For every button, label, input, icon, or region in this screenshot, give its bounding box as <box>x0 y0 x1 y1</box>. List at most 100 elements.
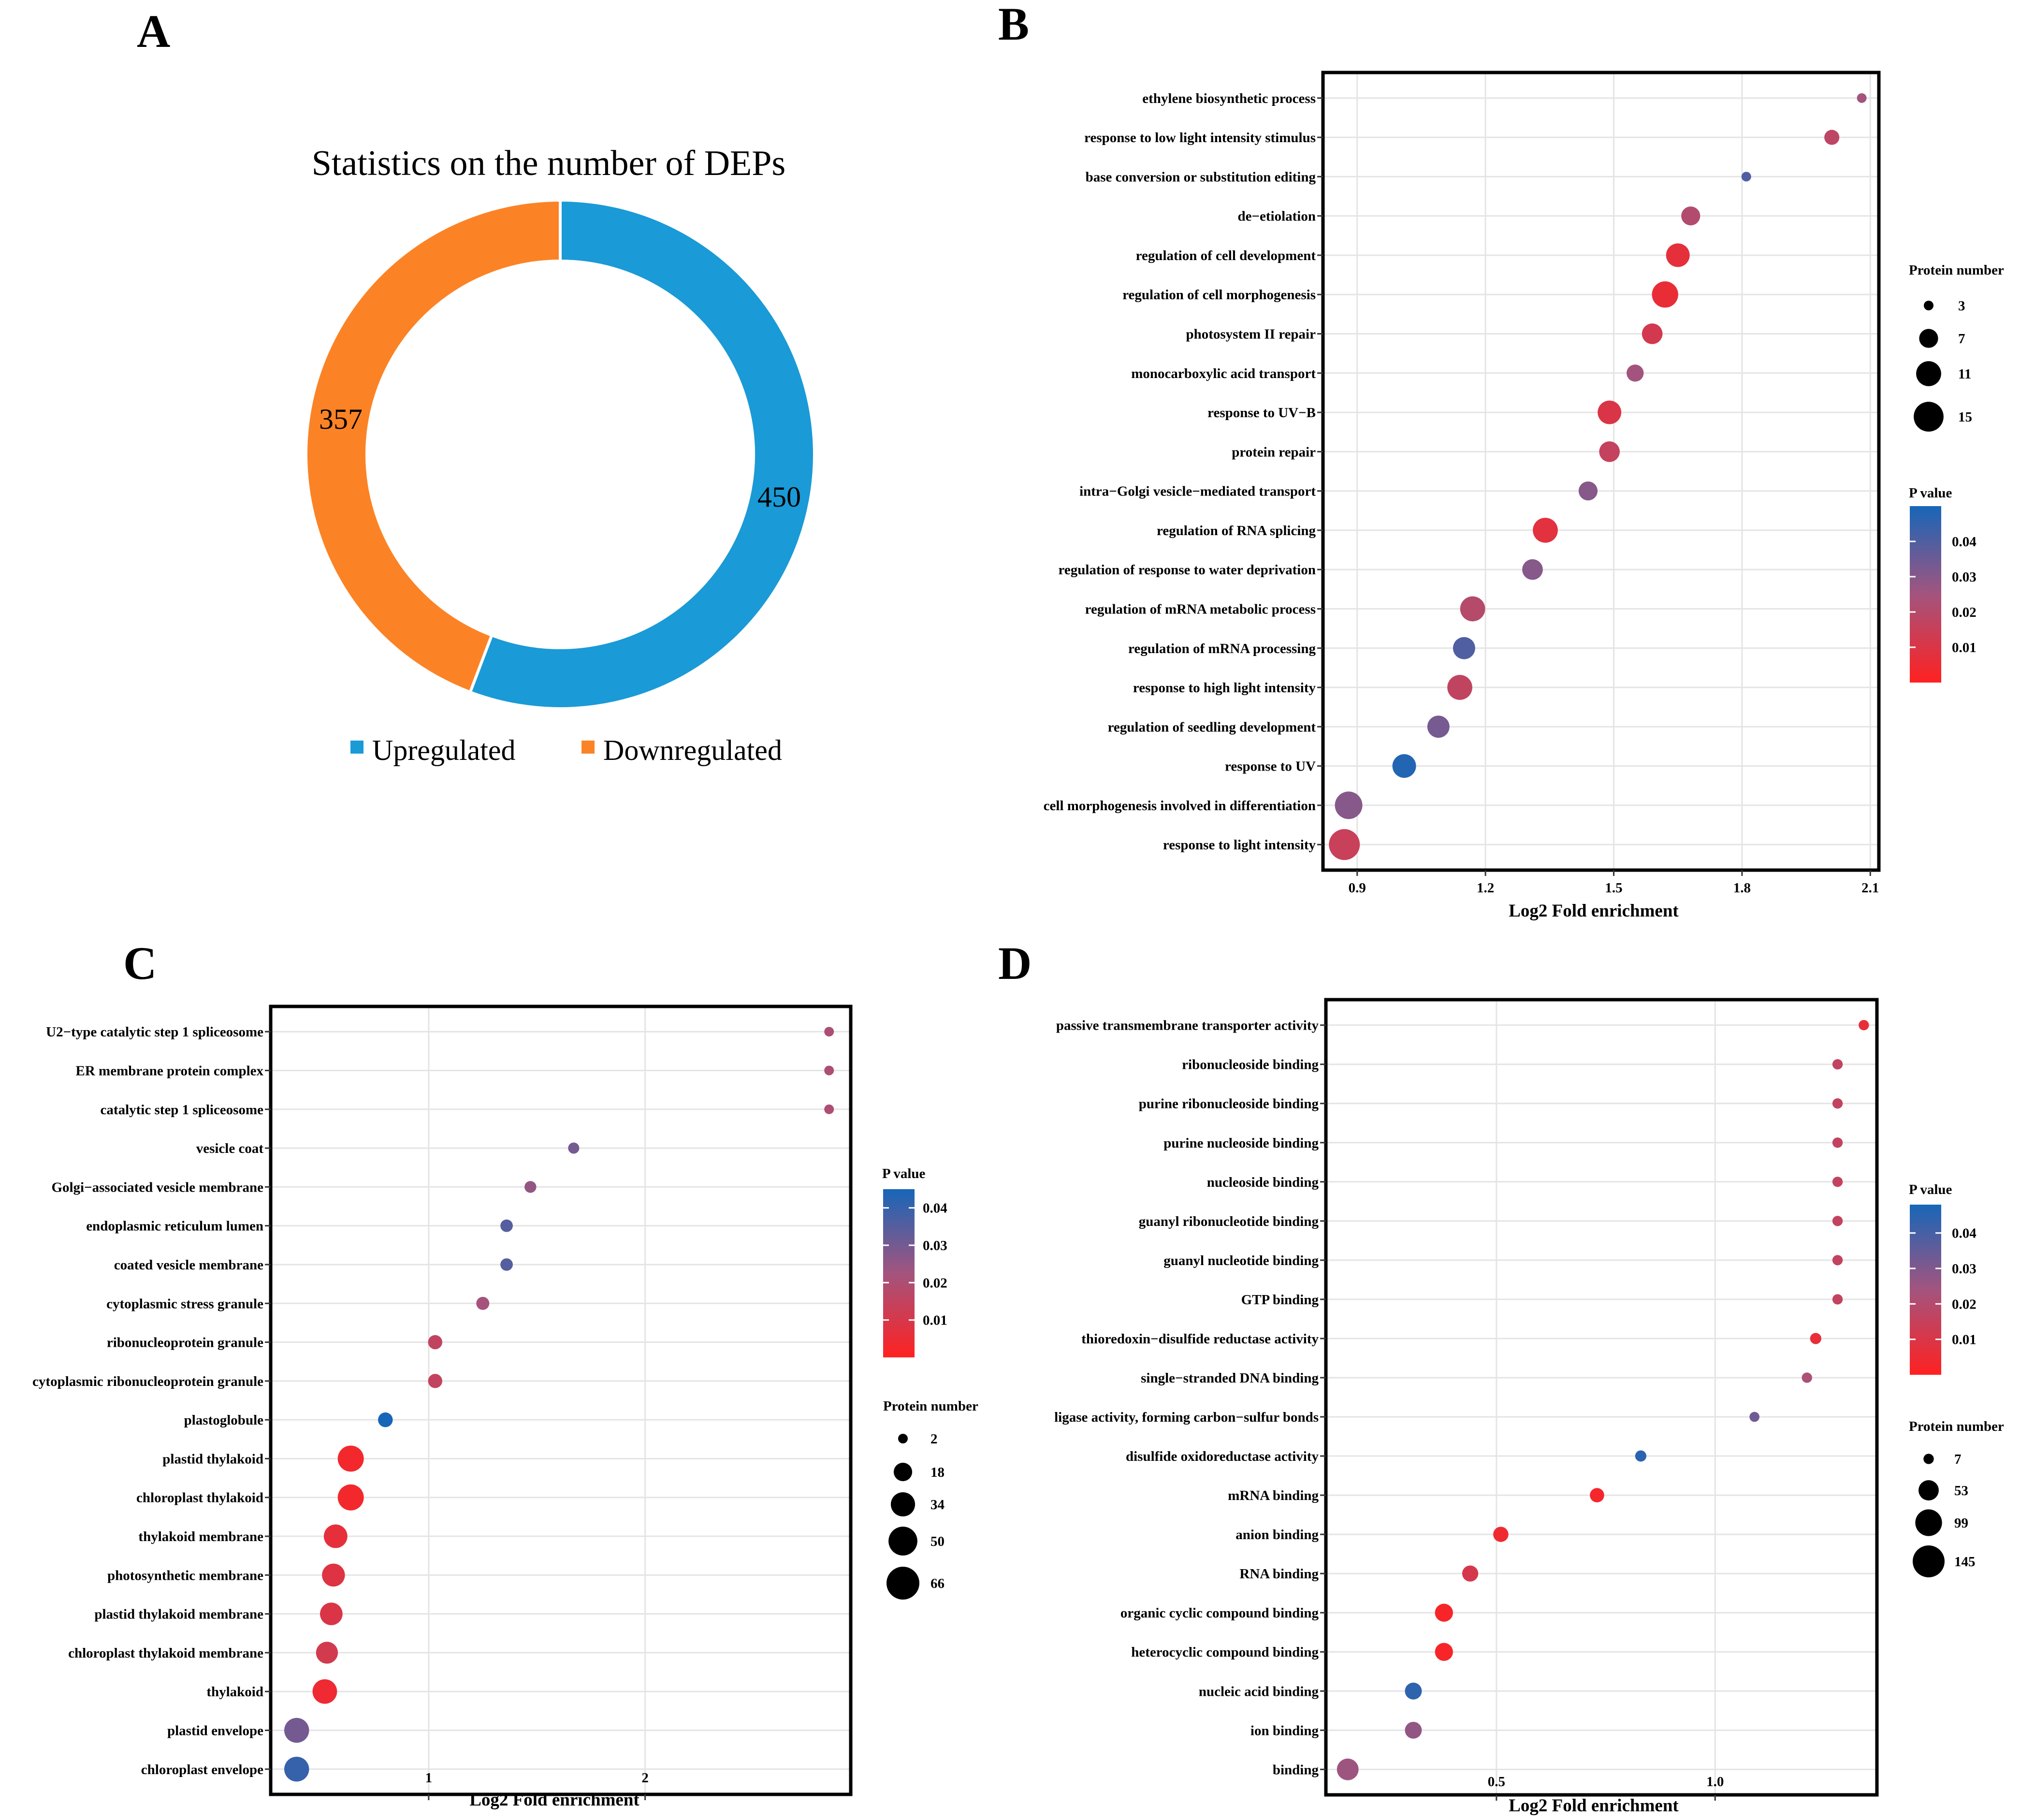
panel-b-points <box>1329 93 1867 860</box>
category-label: thylakoid <box>206 1684 263 1700</box>
x-tick-label: 1.2 <box>1477 880 1494 896</box>
category-label: nucleoside binding <box>1207 1175 1319 1190</box>
category-label: plastoglobule <box>184 1412 263 1428</box>
size-legend-dot <box>1924 301 1933 310</box>
size-legend-label: 2 <box>930 1431 938 1447</box>
category-label: chloroplast envelope <box>141 1762 263 1777</box>
panel-b-bubble-chart: ethylene biosynthetic process response to… <box>969 71 2004 921</box>
data-point <box>322 1563 345 1587</box>
data-point <box>824 1027 834 1037</box>
category-label: plastid thylakoid <box>162 1451 263 1467</box>
panel-b-grid <box>1323 73 1879 870</box>
color-legend-label: 0.02 <box>923 1275 947 1291</box>
size-legend-dot <box>1918 1480 1939 1500</box>
data-point <box>1857 93 1867 103</box>
category-label: endoplasmic reticulum lumen <box>86 1219 263 1234</box>
color-legend-label: 0.01 <box>1952 640 1976 655</box>
category-label: regulation of RNA splicing <box>1157 523 1316 539</box>
panel-c-color-legend-title: P value <box>882 1166 926 1181</box>
panel-d-x-axis-title: Log2 Fold enrichment <box>1509 1796 1679 1816</box>
size-legend-label: 145 <box>1954 1554 1976 1570</box>
donut-slices <box>305 198 816 710</box>
size-legend-dot <box>890 1492 916 1517</box>
size-legend-label: 99 <box>1954 1515 1968 1531</box>
x-tick-label: 1.0 <box>1706 1774 1724 1790</box>
data-point <box>1337 1758 1359 1780</box>
category-label: organic cyclic compound binding <box>1120 1605 1319 1621</box>
panel-c-category-labels: U2−type catalytic step 1 spliceosome ER m… <box>32 1024 271 1777</box>
data-point <box>1832 1255 1843 1266</box>
category-label: cytoplasmic stress granule <box>106 1296 263 1311</box>
color-legend-label: 0.02 <box>1952 1296 1976 1312</box>
data-point <box>1493 1527 1509 1542</box>
legend-label-upregulated: Upregulated <box>372 734 516 766</box>
data-point <box>1435 1603 1453 1622</box>
category-label: regulation of mRNA processing <box>1128 641 1316 656</box>
data-point <box>1627 364 1644 382</box>
panel-b-size-legend-title: Protein number <box>1909 262 2004 278</box>
data-point <box>1447 675 1472 700</box>
category-label: response to UV−B <box>1207 405 1316 421</box>
x-tick-label: 1.5 <box>1605 880 1622 896</box>
panel-a-donut-chart: Statistics on the number of DEPs 450 357… <box>305 144 816 766</box>
data-point <box>1832 1177 1843 1187</box>
category-label: protein repair <box>1232 444 1316 460</box>
panel-c-grid <box>271 1006 851 1794</box>
size-legend-dot <box>1915 1509 1942 1536</box>
category-label: cell morphogenesis involved in different… <box>1044 798 1316 814</box>
data-point <box>323 1524 348 1548</box>
panel-letter-d: D <box>998 937 1032 989</box>
panel-c-size-legend-title: Protein number <box>883 1398 978 1414</box>
data-point <box>1405 1682 1422 1700</box>
panel-b-color-legend-ticks: 0.04 0.03 0.02 0.01 <box>969 534 1976 655</box>
data-point <box>428 1335 442 1350</box>
color-legend-label: 0.01 <box>923 1313 947 1328</box>
data-point <box>1666 243 1690 267</box>
data-point <box>1741 172 1751 182</box>
category-label: nucleic acid binding <box>1199 1684 1319 1699</box>
data-point <box>1802 1372 1812 1383</box>
color-legend-label: 0.03 <box>1952 1261 1976 1277</box>
size-legend-label: 3 <box>1958 298 1965 314</box>
category-label: purine ribonucleoside binding <box>1139 1096 1319 1112</box>
donut-title: Statistics on the number of DEPs <box>312 144 785 183</box>
data-point <box>1599 441 1620 462</box>
size-legend-dot <box>898 1434 908 1443</box>
category-label: binding <box>1273 1762 1319 1777</box>
category-label: ribonucleoside binding <box>1182 1057 1319 1073</box>
size-legend-dot <box>886 1567 919 1600</box>
panel-d-color-legend-title: P value <box>1909 1182 1952 1197</box>
data-point <box>320 1602 343 1625</box>
data-point <box>1832 1098 1843 1109</box>
data-point <box>1652 281 1678 308</box>
category-label: cytoplasmic ribonucleoprotein granule <box>32 1374 263 1389</box>
panel-c-size-legend: 2 18 34 50 66 <box>886 1431 945 1600</box>
donut-slice-upregulated <box>468 198 816 710</box>
category-label: monocarboxylic acid transport <box>1131 366 1316 381</box>
size-legend-label: 15 <box>1958 409 1972 425</box>
category-label: RNA binding <box>1239 1566 1319 1582</box>
category-label: response to light intensity <box>1163 837 1316 853</box>
data-point <box>1832 1137 1843 1148</box>
panel-b-frame <box>1321 71 1881 872</box>
data-point <box>428 1374 442 1388</box>
size-legend-dot <box>888 1527 917 1556</box>
size-legend-label: 7 <box>1958 331 1965 347</box>
panel-b-x-ticks: 0.9 1.2 1.5 1.8 2.1 <box>1349 870 1879 896</box>
category-label: plastid thylakoid membrane <box>94 1607 263 1622</box>
category-label: plastid envelope <box>167 1723 263 1739</box>
slice-label-upregulated: 450 <box>757 481 801 513</box>
data-point <box>316 1642 338 1664</box>
data-point <box>1462 1565 1479 1582</box>
size-legend-dot <box>1916 361 1941 386</box>
panel-d-grid <box>1326 1000 1877 1795</box>
size-legend-label: 66 <box>930 1576 945 1591</box>
panel-d-bubble-chart: passive transmembrane transporter activi… <box>1054 998 2004 1816</box>
x-tick-label: 0.9 <box>1349 880 1366 896</box>
size-legend-label: 18 <box>930 1465 945 1480</box>
category-label: de−etiolation <box>1237 209 1316 224</box>
data-point <box>1832 1216 1843 1226</box>
size-legend-label: 53 <box>1954 1483 1968 1499</box>
data-point <box>1329 829 1360 860</box>
panel-d-size-legend: 7 53 99 145 <box>1913 1452 1976 1577</box>
